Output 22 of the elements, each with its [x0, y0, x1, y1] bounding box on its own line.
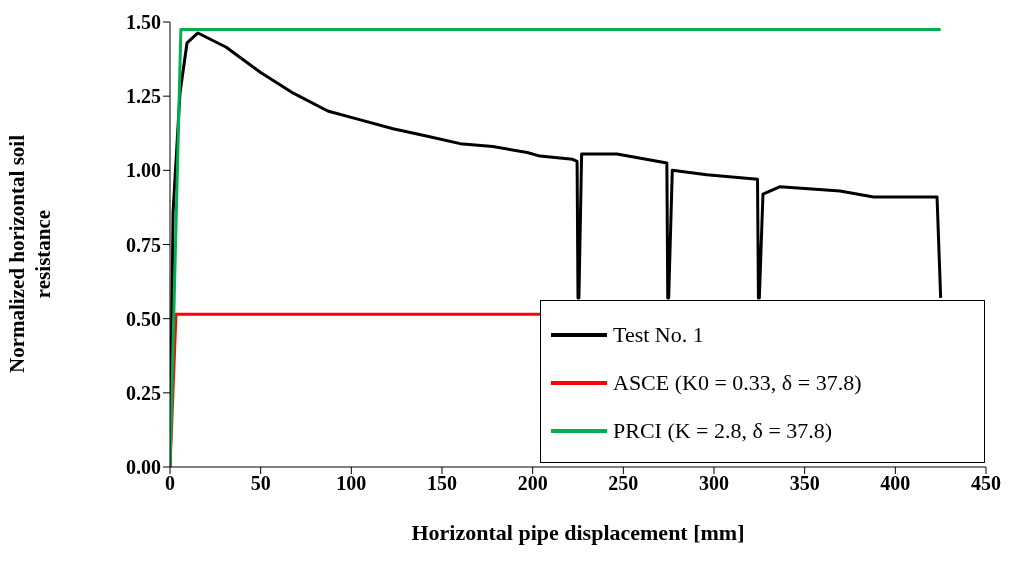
x-tick-label: 350 — [789, 472, 820, 495]
y-axis-title: Normalized horizontal soil resistance — [4, 134, 56, 375]
x-tick-label: 200 — [517, 472, 548, 495]
x-tick-label: 100 — [336, 472, 367, 495]
y-tick-label: 1.25 — [126, 85, 161, 108]
x-tick-label: 300 — [699, 472, 729, 495]
x-tick-label: 50 — [250, 472, 271, 495]
x-tick-label: 0 — [165, 472, 175, 495]
x-tick-label: 250 — [608, 472, 639, 495]
y-tick-label: 0.00 — [126, 456, 161, 479]
y-tick-label: 0.25 — [126, 381, 161, 404]
y-tick-label: 1.00 — [126, 159, 161, 182]
x-tick-label: 150 — [427, 472, 457, 495]
legend-label: Test No. 1 — [613, 322, 704, 348]
y-tick-label: 0.75 — [126, 233, 161, 256]
y-tick-label: 0.50 — [126, 307, 161, 330]
x-tick-label: 450 — [971, 472, 1001, 495]
legend-label: PRCI (K = 2.8, δ = 37.8) — [613, 418, 833, 444]
y-tick-label: 1.50 — [126, 11, 161, 34]
legend-label: ASCE (K0 = 0.33, δ = 37.8) — [613, 370, 862, 396]
x-tick-label: 400 — [880, 472, 911, 495]
x-axis-title: Horizontal pipe displacement [mm] — [411, 520, 745, 545]
